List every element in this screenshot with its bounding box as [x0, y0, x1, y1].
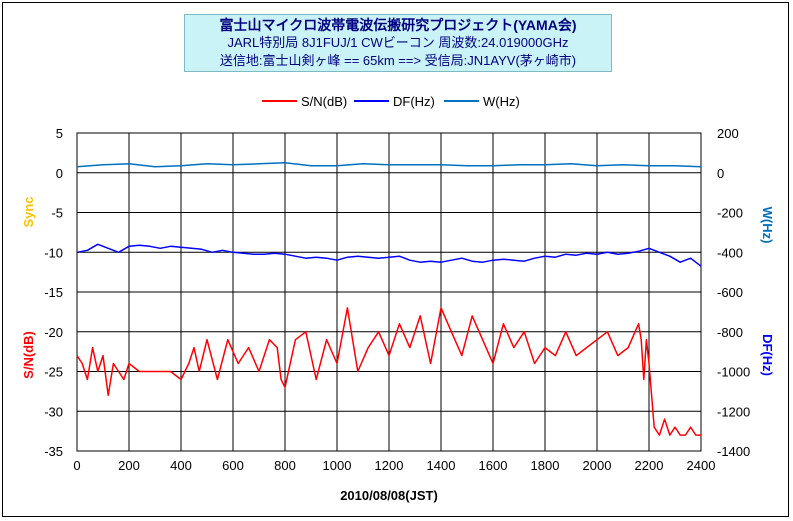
series-line-0 [76, 307, 701, 436]
left-tick-label: -15 [44, 285, 63, 300]
series-line-2 [76, 162, 702, 168]
right-tick-label: -1000 [717, 365, 750, 380]
right-tick-label: -400 [717, 245, 743, 260]
right-tick-label: 0 [717, 166, 724, 181]
chart-title-box: 富士山マイクロ波帯電波伝搬研究プロジェクト(YAMA会) JARL特別局 8J1… [184, 14, 612, 72]
x-tick-label: 1200 [375, 458, 404, 473]
right-tick-label: -1200 [717, 404, 750, 419]
legend-label: DF(Hz) [393, 94, 435, 109]
left-tick-label: -5 [51, 206, 63, 221]
x-tick-label: 0 [73, 458, 80, 473]
right-tick-label: -800 [717, 325, 743, 340]
left-tick-label: -25 [44, 365, 63, 380]
chart-title-line3: 送信地:富士山剣ヶ峰 == 65km ==> 受信局:JN1AYV(茅ヶ崎市) [219, 53, 577, 68]
left-axis-label-sn: S/N(dB) [21, 331, 36, 379]
x-axis-label: 2010/08/08(JST) [340, 488, 438, 503]
x-tick-label: 800 [274, 458, 296, 473]
left-tick-label: -10 [44, 245, 63, 260]
x-tick-label: 2200 [635, 458, 664, 473]
right-tick-label: -600 [717, 285, 743, 300]
left-tick-label: 0 [56, 166, 63, 181]
right-axis-label-w: W(Hz) [760, 207, 775, 244]
left-tick-label: -30 [44, 404, 63, 419]
x-tick-label: 400 [170, 458, 192, 473]
legend-label: W(Hz) [483, 94, 520, 109]
legend-label: S/N(dB) [301, 94, 347, 109]
left-axis-label-sync: Sync [21, 196, 36, 227]
right-tick-label: 200 [717, 126, 739, 141]
x-tick-label: 1400 [427, 458, 456, 473]
x-tick-label: 1600 [479, 458, 508, 473]
chart-title-line2: JARL特別局 8J1FUJ/1 CWビーコン 周波数:24.019000GHz [227, 35, 569, 50]
x-tick-label: 1000 [323, 458, 352, 473]
x-tick-label: 2000 [583, 458, 612, 473]
right-axis-label-df: DF(Hz) [760, 334, 775, 376]
series-line-1 [76, 243, 702, 267]
chart-title-line1: 富士山マイクロ波帯電波伝搬研究プロジェクト(YAMA会) [219, 17, 577, 33]
right-tick-label: -1400 [717, 444, 750, 459]
left-tick-label: -20 [44, 325, 63, 340]
x-tick-label: 600 [222, 458, 244, 473]
left-tick-label: 5 [56, 126, 63, 141]
x-tick-label: 2400 [687, 458, 716, 473]
right-tick-label: -200 [717, 206, 743, 221]
x-tick-label: 200 [118, 458, 140, 473]
x-tick-label: 1800 [531, 458, 560, 473]
left-tick-label: -35 [44, 444, 63, 459]
